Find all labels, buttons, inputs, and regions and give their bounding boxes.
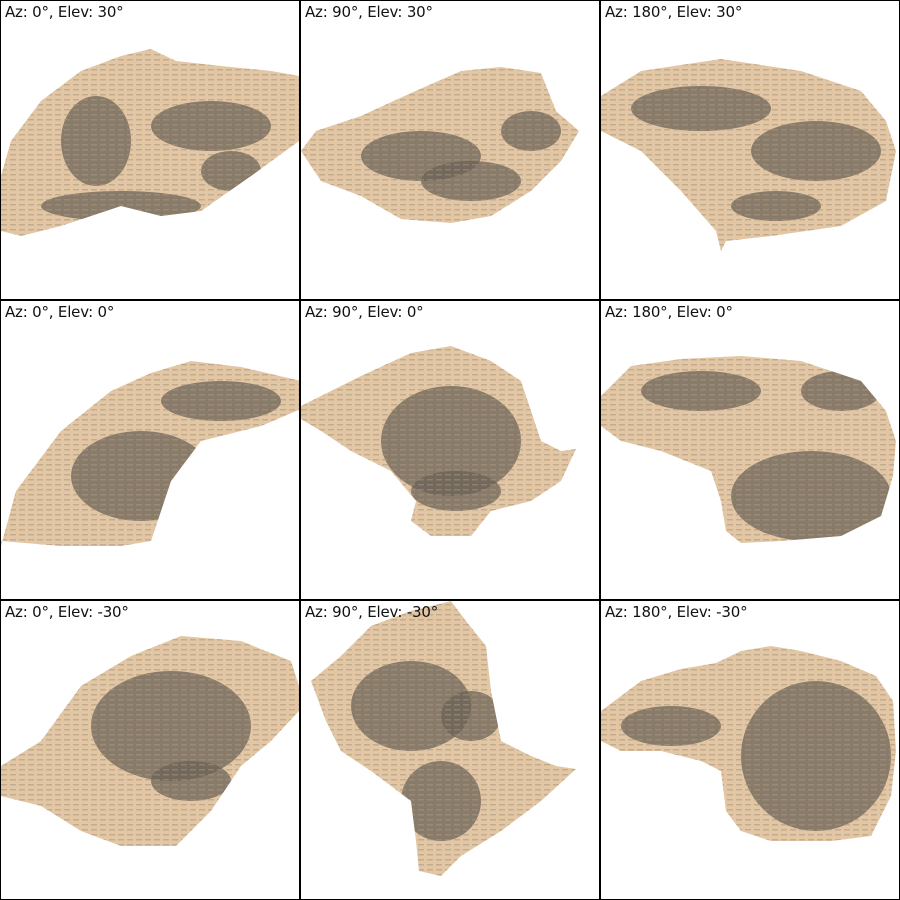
view-az0-elev30: Az: 0°, Elev: 30° <box>1 1 299 299</box>
view-az180-elev-neg30: Az: 180°, Elev: -30° <box>601 601 899 899</box>
voxel-render <box>601 301 899 599</box>
view-label: Az: 0°, Elev: -30° <box>5 603 129 621</box>
view-label: Az: 90°, Elev: 30° <box>305 3 433 21</box>
view-label: Az: 90°, Elev: 0° <box>305 303 423 321</box>
voxel-render <box>301 1 599 299</box>
view-az0-elev0: Az: 0°, Elev: 0° <box>1 301 299 599</box>
voxel-render <box>301 601 599 899</box>
voxel-texture <box>301 1 599 299</box>
voxel-render <box>601 601 899 899</box>
voxel-render <box>1 1 299 299</box>
voxel-render <box>1 601 299 899</box>
voxel-texture <box>1 1 299 299</box>
voxel-render <box>301 301 599 599</box>
voxel-texture <box>301 301 599 599</box>
voxel-texture <box>301 601 599 899</box>
voxel-render <box>1 301 299 599</box>
voxel-texture <box>601 601 899 899</box>
view-label: Az: 0°, Elev: 30° <box>5 3 123 21</box>
view-label: Az: 180°, Elev: 0° <box>605 303 733 321</box>
view-az90-elev0: Az: 90°, Elev: 0° <box>301 301 599 599</box>
voxel-texture <box>601 1 899 299</box>
view-az0-elev-neg30: Az: 0°, Elev: -30° <box>1 601 299 899</box>
view-label: Az: 0°, Elev: 0° <box>5 303 114 321</box>
voxel-render <box>601 1 899 299</box>
view-label: Az: 90°, Elev: -30° <box>305 603 438 621</box>
view-az90-elev-neg30: Az: 90°, Elev: -30° <box>301 601 599 899</box>
view-label: Az: 180°, Elev: 30° <box>605 3 742 21</box>
voxel-texture <box>601 301 899 599</box>
view-az180-elev0: Az: 180°, Elev: 0° <box>601 301 899 599</box>
voxel-texture <box>1 301 299 599</box>
voxel-texture <box>1 601 299 899</box>
view-label: Az: 180°, Elev: -30° <box>605 603 747 621</box>
view-az90-elev30: Az: 90°, Elev: 30° <box>301 1 599 299</box>
view-az180-elev30: Az: 180°, Elev: 30° <box>601 1 899 299</box>
